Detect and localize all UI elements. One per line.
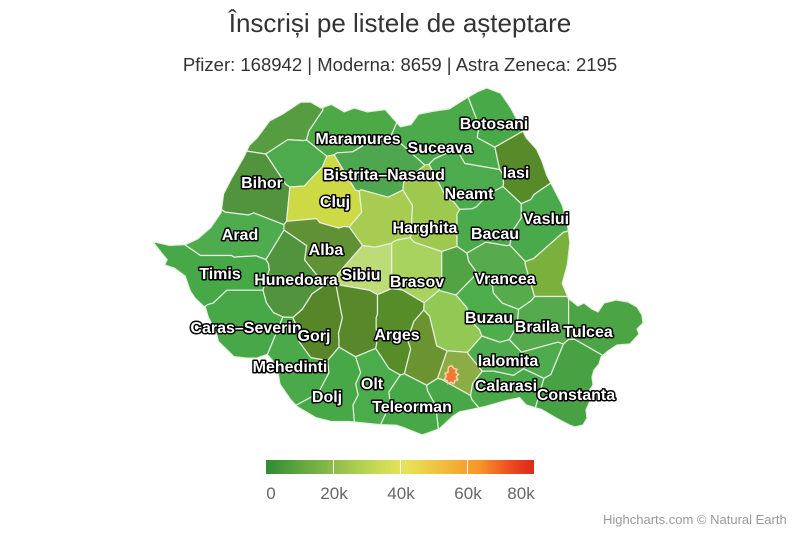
- svg-text:Teleorman: Teleorman: [372, 399, 452, 416]
- svg-text:Botosani: Botosani: [460, 116, 528, 133]
- svg-text:Arad: Arad: [222, 227, 258, 244]
- svg-text:Alba: Alba: [309, 242, 344, 259]
- svg-text:Bacau: Bacau: [471, 226, 519, 243]
- svg-text:Neamt: Neamt: [445, 186, 495, 203]
- svg-text:Hunedoara: Hunedoara: [254, 272, 338, 289]
- svg-text:Braila: Braila: [515, 319, 560, 336]
- svg-text:Cluj: Cluj: [320, 194, 350, 211]
- svg-text:Vrancea: Vrancea: [474, 271, 535, 288]
- svg-text:Iasi: Iasi: [503, 165, 530, 182]
- svg-text:Olt: Olt: [361, 376, 384, 393]
- svg-text:Bistrita–Nasaud: Bistrita–Nasaud: [323, 167, 445, 184]
- svg-text:Sibiu: Sibiu: [341, 267, 380, 284]
- svg-text:Calarasi: Calarasi: [475, 378, 537, 395]
- svg-text:Timis: Timis: [199, 266, 241, 283]
- svg-text:Brasov: Brasov: [390, 274, 444, 291]
- svg-text:Ialomita: Ialomita: [478, 353, 539, 370]
- svg-text:Mehedinti: Mehedinti: [253, 359, 328, 376]
- svg-text:Tulcea: Tulcea: [563, 324, 613, 341]
- svg-text:Harghita: Harghita: [393, 220, 458, 237]
- svg-text:Bihor: Bihor: [241, 175, 283, 192]
- svg-text:Suceava: Suceava: [408, 140, 473, 157]
- svg-text:Dolj: Dolj: [312, 389, 342, 406]
- svg-text:Maramures: Maramures: [315, 131, 400, 148]
- svg-text:Gorj: Gorj: [298, 328, 331, 345]
- svg-text:Caras–Severin: Caras–Severin: [190, 320, 301, 337]
- svg-text:Arges: Arges: [374, 327, 419, 344]
- svg-text:Buzau: Buzau: [465, 310, 513, 327]
- svg-text:Vaslui: Vaslui: [523, 211, 569, 228]
- svg-text:Constanta: Constanta: [537, 387, 615, 404]
